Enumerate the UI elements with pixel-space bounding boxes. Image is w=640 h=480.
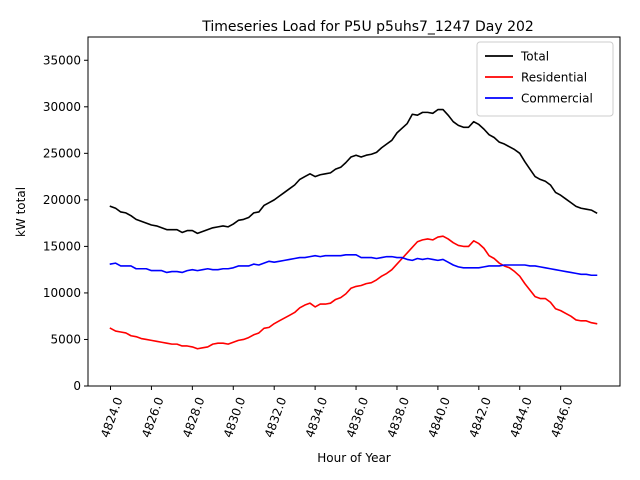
series-line-residential xyxy=(109,235,598,350)
plot-area xyxy=(109,108,598,350)
legend: Total Residential Commercial xyxy=(476,41,614,117)
x-axis-label: Hour of Year xyxy=(317,451,391,465)
y-tick-label: 35000 xyxy=(43,53,81,67)
legend-label-total: Total xyxy=(520,50,549,64)
legend-label-residential: Residential xyxy=(521,71,587,85)
y-tick-label: 10000 xyxy=(43,286,81,300)
y-tick-label: 30000 xyxy=(43,100,81,114)
y-tick-label: 15000 xyxy=(43,239,81,253)
legend-label-commercial: Commercial xyxy=(521,92,593,106)
y-tick-label: 20000 xyxy=(43,193,81,207)
series-line-commercial xyxy=(109,253,598,277)
y-tick-label: 0 xyxy=(73,379,81,393)
chart-title: Timeseries Load for P5U p5uhs7_1247 Day … xyxy=(201,19,534,35)
plot-frame xyxy=(87,36,621,387)
y-axis-label: kW total xyxy=(14,187,28,237)
y-tick-label: 5000 xyxy=(50,332,81,346)
y-tick-label: 25000 xyxy=(43,146,81,160)
series-line-total xyxy=(109,108,598,235)
